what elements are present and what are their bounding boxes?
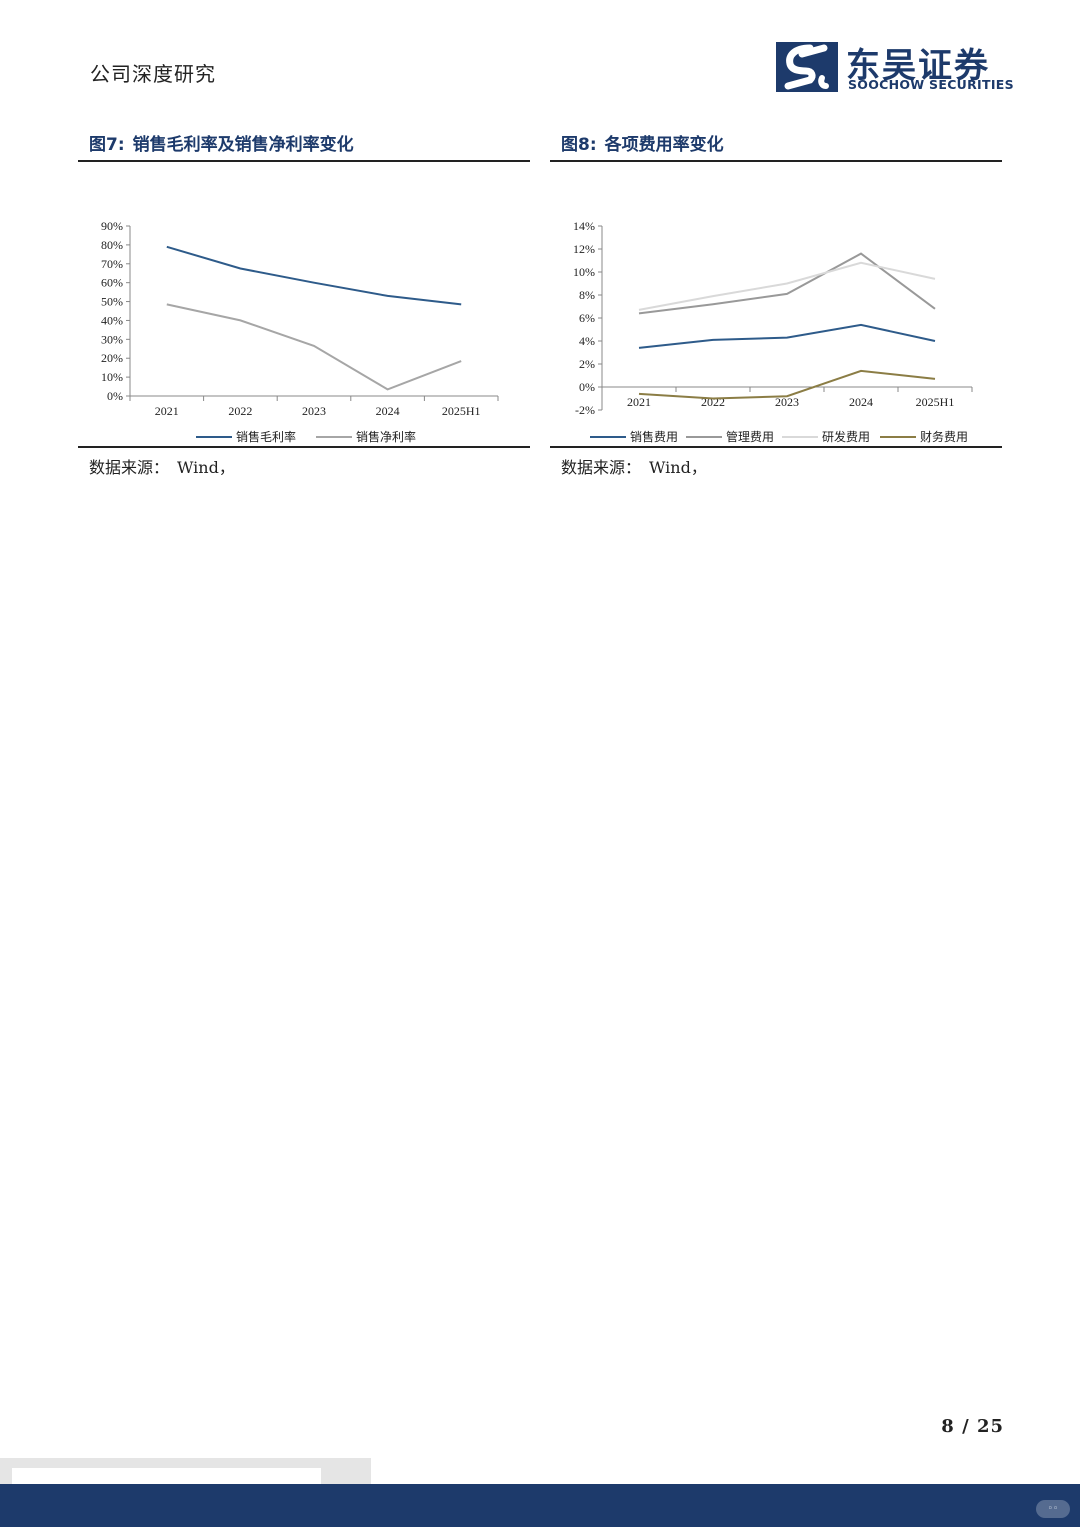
x-tick-label: 2021 <box>155 404 179 418</box>
y-tick-label: 14% <box>573 219 595 233</box>
figure-title: 图8: 各项费用率变化 <box>550 132 1002 162</box>
y-tick-label: 20% <box>101 351 123 365</box>
y-tick-label: 4% <box>579 334 595 348</box>
x-tick-label: 2025H1 <box>442 404 481 418</box>
y-tick-label: 6% <box>579 311 595 325</box>
x-tick-label: 2023 <box>775 395 799 409</box>
legend-label: 研发费用 <box>822 429 870 444</box>
y-tick-label: 60% <box>101 276 123 290</box>
x-tick-label: 2024 <box>376 404 400 418</box>
legend-label: 管理费用 <box>726 429 774 444</box>
legend-label: 销售净利率 <box>356 429 416 444</box>
page-current: 8 <box>941 1416 955 1437</box>
y-tick-label: 80% <box>101 238 123 252</box>
x-tick-label: 2024 <box>849 395 873 409</box>
y-tick-label: 12% <box>573 242 595 256</box>
y-tick-label: 40% <box>101 313 123 327</box>
x-tick-label: 2023 <box>302 404 326 418</box>
expense-ratio-line-chart: -2%0%2%4%6%8%10%12%14%2021 2022 2023 2024 20… <box>573 219 973 444</box>
figure-7: 图7: 销售毛利率及销售净利率变化 0% 10% 20% 30% 40% 50% 60% 70%… <box>78 132 530 478</box>
margin-line-chart: 0% 10% 20% 30% 40% 50% 60% 70% 80% 90% 2021 2022 202… <box>101 219 499 444</box>
figure-caption: 各项费用率变化 <box>604 135 724 155</box>
y-tick-label: 10% <box>573 265 595 279</box>
y-tick-label: 90% <box>101 219 123 233</box>
legend-label: 销售毛利率 <box>236 429 296 444</box>
logo-name-en: SOOCHOW SECURITIES <box>848 77 1014 92</box>
series-line-4 <box>638 369 936 400</box>
figure-source: 数据来源： Wind， <box>550 448 1002 478</box>
figure-source: 数据来源： Wind， <box>78 448 530 478</box>
figure-number: 图8: <box>561 135 597 155</box>
footer-band <box>0 1484 1080 1527</box>
series-line-1 <box>638 323 936 349</box>
y-tick-label: 10% <box>101 370 123 384</box>
source-label: 数据来源： <box>561 458 642 477</box>
y-tick-label: -2% <box>575 403 595 417</box>
page-separator: / <box>962 1416 970 1437</box>
company-logo: 东吴证券 SOOCHOW SECURITIES <box>776 40 1014 96</box>
page-total: 25 <box>976 1416 1004 1437</box>
series-line-2 <box>166 303 462 391</box>
figure-8: 图8: 各项费用率变化 -2% 0% 2% 4% 6% 8% 10% 12% 14% 2021 202… <box>550 132 1002 478</box>
figure-bottom-rule <box>550 446 1002 448</box>
logo-name-cn: 东吴证券 <box>846 46 990 86</box>
report-type-label: 公司深度研究 <box>90 62 216 86</box>
page-number: 8 / 25 <box>941 1416 1004 1437</box>
y-tick-label: 50% <box>101 295 123 309</box>
y-tick-label: 70% <box>101 257 123 271</box>
y-tick-label: 30% <box>101 332 123 346</box>
y-tick-label: 0% <box>579 380 595 394</box>
legend-label: 销售费用 <box>630 429 678 444</box>
figure-title: 图7: 销售毛利率及销售净利率变化 <box>78 132 530 162</box>
footer-watermark-icon: ◦◦ <box>1036 1500 1070 1518</box>
figure-bottom-rule <box>78 446 530 448</box>
x-tick-label: 2022 <box>228 404 252 418</box>
series-line-3 <box>638 261 936 311</box>
source-value: Wind， <box>649 458 707 477</box>
x-tick-label: 2025H1 <box>916 395 955 409</box>
x-tick-label: 2021 <box>627 395 651 409</box>
y-tick-label: 0% <box>107 389 123 403</box>
y-tick-label: 2% <box>579 357 595 371</box>
figure-caption: 销售毛利率及销售净利率变化 <box>132 135 354 155</box>
logo-mark-icon <box>776 42 838 92</box>
series-line-1 <box>166 245 462 306</box>
figure-number: 图7: <box>89 135 125 155</box>
footer-white-box <box>12 1468 321 1488</box>
source-label: 数据来源： <box>89 458 170 477</box>
series-line-2 <box>638 252 936 315</box>
source-value: Wind， <box>177 458 235 477</box>
y-tick-label: 8% <box>579 288 595 302</box>
legend-label: 财务费用 <box>920 429 968 444</box>
